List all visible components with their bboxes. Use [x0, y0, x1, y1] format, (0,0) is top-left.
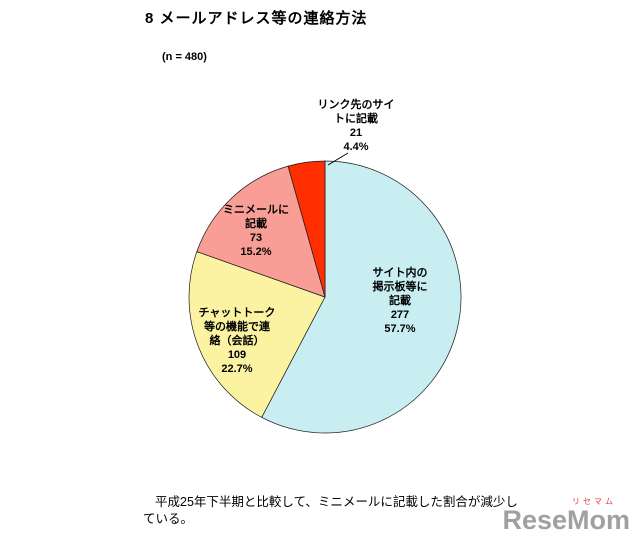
slice-label-text: サイト内の: [372, 267, 428, 279]
slice-value: 21: [349, 127, 363, 139]
pie-slice-3: [287, 160, 326, 298]
slice-label-text: チャットトーク: [198, 307, 276, 319]
pie-slices: [188, 160, 462, 434]
resemom-logo: リセマム ReseMom: [502, 498, 630, 534]
pie-slice-2: [196, 165, 326, 298]
slice-label-text: 等の機能で連: [204, 321, 270, 333]
slice-percent: 57.7%: [384, 323, 416, 335]
slice-label-text: リンク先のサイ: [317, 99, 395, 111]
slice-label-text: 記載: [389, 295, 411, 307]
slice-value: 109: [227, 349, 247, 361]
resemom-logo-wordmark: ReseMom: [502, 505, 630, 535]
slice-label-linked-site: リンク先のサイ トに記載 21 4.4%: [304, 98, 408, 154]
footnote-line: ている。: [143, 512, 194, 526]
slice-percent: 15.2%: [240, 246, 272, 258]
footnote-line: 平成25年下半期と比較して、ミニメールに記載した割合が減少し: [155, 495, 518, 509]
slice-percent: 22.7%: [221, 363, 253, 375]
slice-value: 73: [249, 232, 263, 244]
chart-title: 8 メールアドレス等の連絡方法: [145, 10, 368, 27]
pie-slice-0: [261, 160, 462, 434]
slice-label-text: 掲示板等に: [372, 281, 428, 293]
slice-label-text: ミニメールに: [223, 204, 289, 216]
slice-label-mini-mail: ミニメールに 記載 73 15.2%: [214, 203, 298, 259]
footnote: 平成25年下半期と比較して、ミニメールに記載した割合が減少し ている。: [143, 494, 543, 528]
slice-label-text: トに記載: [334, 113, 378, 125]
sample-size-label: (n = 480): [162, 51, 207, 63]
leader-line: [327, 152, 349, 166]
slice-label-text: 絡（会話）: [209, 335, 265, 347]
pie-slice-1: [188, 251, 326, 418]
slice-label-chat-talk: チャットトーク 等の機能で連 絡（会話） 109 22.7%: [185, 306, 289, 376]
resemom-logo-kana: リセマム: [572, 497, 616, 506]
slice-label-site-board: サイト内の 掲示板等に 記載 277 57.7%: [352, 266, 448, 336]
slice-percent: 4.4%: [343, 141, 369, 153]
slice-value: 277: [390, 309, 410, 321]
slice-label-text: 記載: [245, 218, 267, 230]
